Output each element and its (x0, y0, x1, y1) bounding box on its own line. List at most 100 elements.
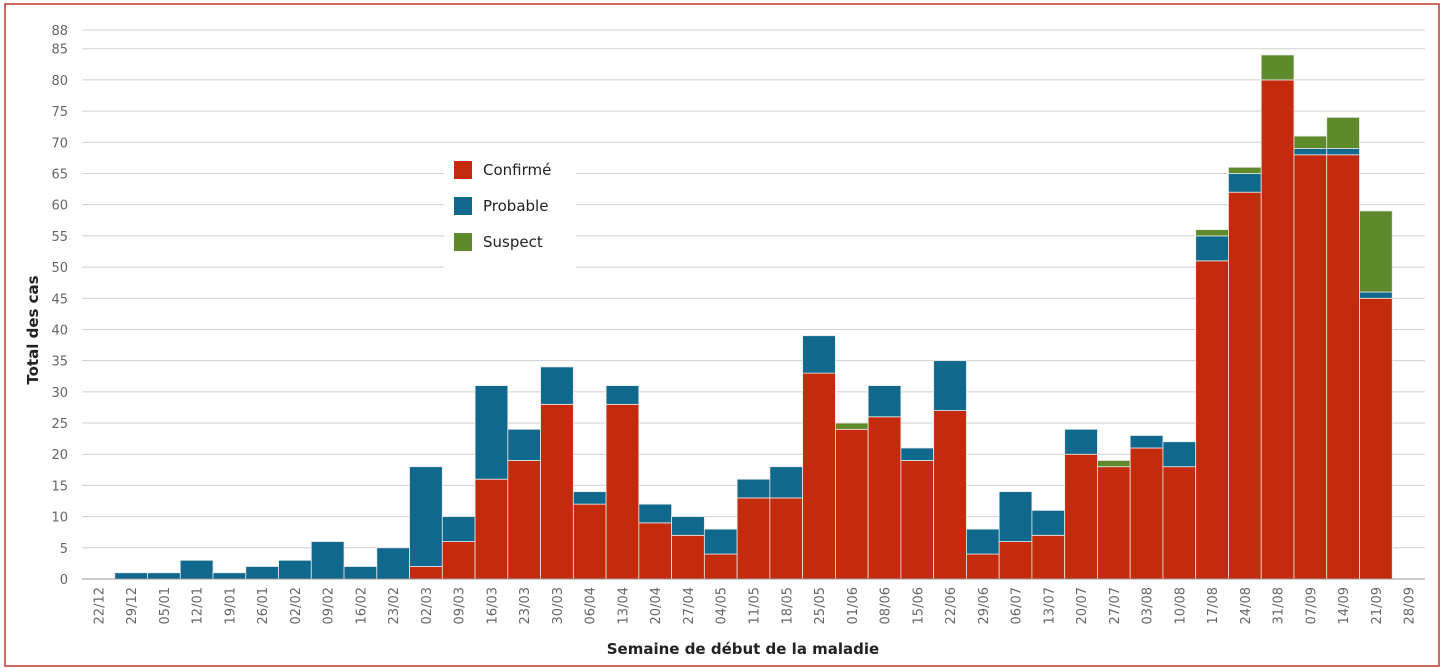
y-tick-label: 35 (51, 355, 68, 370)
bar-segment (474, 478, 509, 580)
bar-segment (1326, 148, 1360, 156)
x-tick-label: 08/06 (879, 587, 894, 624)
bar-segment (867, 416, 902, 580)
x-tick-label: 11/05 (748, 587, 763, 624)
y-tick-label: 60 (51, 199, 68, 214)
bar-segment (703, 553, 738, 580)
bar-segment (572, 491, 607, 505)
x-tick-label: 01/06 (846, 587, 861, 624)
x-tick-label: 21/09 (1370, 587, 1385, 624)
bar-segment (933, 360, 967, 411)
x-tick-label: 15/06 (911, 587, 926, 624)
x-tick-label: 29/12 (125, 587, 140, 624)
bar-segment (540, 403, 574, 580)
bar-segment (900, 447, 935, 461)
bar-segment (966, 528, 1000, 555)
x-tick-label: 23/03 (518, 587, 533, 624)
x-tick-label: 03/08 (1141, 587, 1156, 624)
bar-segment (1359, 297, 1393, 580)
bar-segment (1260, 54, 1295, 81)
frame (4, 3, 1440, 667)
bar-segment (114, 572, 148, 580)
x-tick-label: 02/03 (420, 587, 435, 624)
x-tick-label: 28/09 (1403, 587, 1418, 624)
bar-segment (834, 428, 869, 580)
x-tick-label: 26/01 (256, 587, 271, 624)
x-tick-label: 31/08 (1272, 587, 1287, 624)
x-tick-label: 29/06 (977, 587, 992, 624)
x-tick-label: 27/04 (682, 587, 697, 624)
y-tick-label: 88 (51, 24, 68, 39)
bar-segment (1326, 116, 1360, 149)
x-tick-label: 07/09 (1304, 587, 1319, 624)
bar-segment (736, 478, 771, 499)
legend-swatch (454, 197, 472, 215)
bar-segment (1031, 534, 1066, 580)
bar-segment (1195, 229, 1229, 237)
bar-segment (933, 410, 967, 580)
bar-segment (834, 422, 869, 430)
y-tick-label: 25 (51, 417, 68, 432)
x-tick-label: 16/03 (485, 587, 500, 624)
bar-segment (376, 547, 410, 580)
x-tick-label: 13/07 (1042, 587, 1057, 624)
bar-segment (802, 335, 836, 374)
bar-segment (802, 372, 836, 580)
y-axis-title: Total des cas (24, 275, 42, 384)
x-tick-label: 09/02 (322, 587, 337, 624)
bar-segment (605, 385, 640, 405)
y-tick-label: 30 (51, 386, 68, 401)
x-tick-label: 22/12 (92, 587, 107, 624)
bar-segment (310, 541, 345, 580)
bar-segment (1359, 291, 1393, 299)
x-tick-label: 23/02 (387, 587, 402, 624)
legend-swatch (454, 233, 472, 251)
bar-segment (998, 491, 1033, 542)
bar-segment (1228, 191, 1262, 580)
x-tick-label: 14/09 (1337, 587, 1352, 624)
y-tick-label: 0 (60, 573, 68, 588)
legend-label: Probable (483, 197, 548, 215)
bar-segment (1064, 428, 1098, 455)
bar-segment (736, 497, 771, 580)
x-tick-label: 17/08 (1206, 587, 1221, 624)
bar-segment (1260, 79, 1295, 580)
bar-segment (1097, 460, 1131, 468)
bar-segment (605, 403, 640, 580)
y-tick-label: 10 (51, 511, 68, 526)
x-tick-label: 13/04 (616, 587, 631, 624)
bar-segment (474, 385, 509, 480)
bar-segment (441, 516, 476, 542)
bar-segment (441, 541, 476, 580)
x-tick-label: 02/02 (289, 587, 304, 624)
x-tick-label: 05/01 (158, 587, 173, 624)
bar-segment (409, 466, 443, 567)
bar-segment (1326, 154, 1360, 580)
y-tick-label: 40 (51, 323, 68, 338)
bar-segment (147, 572, 181, 580)
bar-segment (1129, 447, 1164, 580)
x-tick-label: 18/05 (780, 587, 795, 624)
y-tick-label: 75 (51, 105, 68, 120)
bar-segment (212, 572, 247, 580)
bar-segment (671, 516, 705, 536)
bar-segment (1162, 466, 1197, 580)
bar-segment (900, 460, 935, 580)
bar-segment (1195, 235, 1229, 262)
y-tick-label: 15 (51, 479, 68, 494)
x-axis-title: Semaine de début de la maladie (607, 640, 879, 658)
bar-segment (867, 385, 902, 418)
bar-segment (1293, 154, 1328, 580)
bar-segment (1228, 173, 1262, 193)
bar-segment (966, 553, 1000, 580)
x-tick-label: 20/07 (1075, 587, 1090, 624)
bar-segment (343, 566, 378, 580)
bar-segment (1097, 466, 1131, 580)
bar-segment (409, 566, 443, 580)
bar-segment (998, 541, 1033, 580)
bar-segment (179, 559, 214, 580)
y-tick-label: 85 (51, 43, 68, 58)
bar-segment (572, 503, 607, 580)
bar-segment (769, 466, 804, 499)
